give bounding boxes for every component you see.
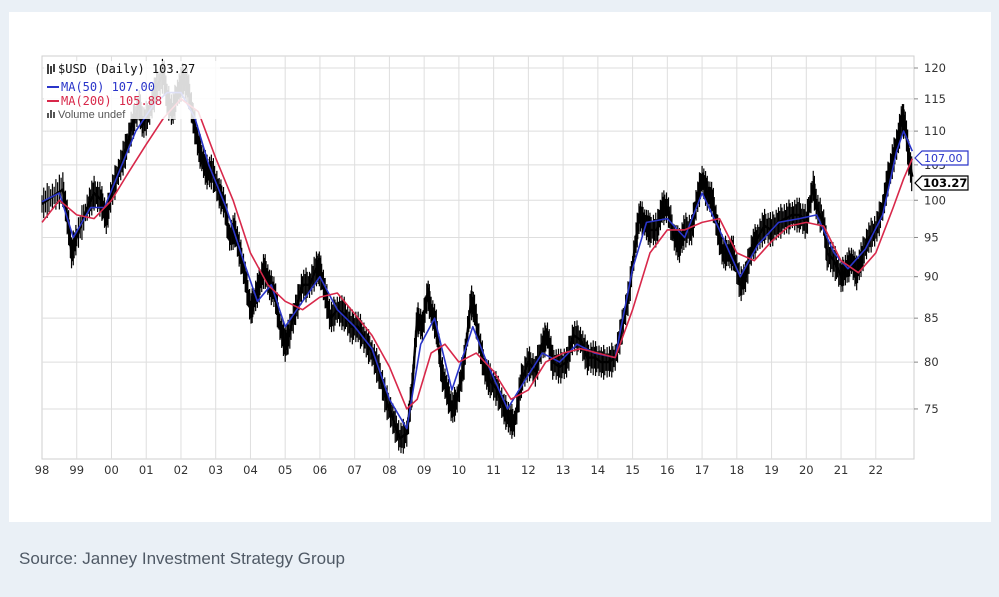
price-tag-text: 103.27 [923,176,967,190]
y-tick-label-120: 120 [924,61,946,75]
legend-background [44,61,220,119]
x-tick-label-20: 20 [799,463,814,477]
y-tick-label-115: 115 [924,92,946,106]
x-tick-label-02: 02 [174,463,189,477]
x-tick-label-03: 03 [208,463,223,477]
x-tick-label-98: 98 [35,463,50,477]
y-tick-label-90: 90 [924,270,939,284]
y-tick-label-75: 75 [924,402,939,416]
x-tick-label-99: 99 [69,463,84,477]
x-tick-label-11: 11 [486,463,501,477]
ma50-value-tag: 107.00 [914,150,969,166]
x-tick-label-16: 16 [660,463,675,477]
x-tick-label-07: 07 [347,463,362,477]
price-legend-icon [47,64,55,74]
ma50-tag-text: 107.00 [924,152,963,165]
x-tick-label-01: 01 [139,463,154,477]
x-tick-label-13: 13 [556,463,571,477]
x-tick-label-00: 00 [104,463,119,477]
x-tick-label-04: 04 [243,463,258,477]
price-value-tag: 103.27 [914,175,969,191]
y-tick-label-110: 110 [924,124,946,138]
source-note: Source: Janney Investment Strategy Group [19,549,346,568]
x-tick-label-22: 22 [868,463,883,477]
x-tick-label-15: 15 [625,463,640,477]
y-axis: 7580859095100105110115120 [914,61,946,416]
legend: $USD (Daily) 103.27 MA(50) 107.00 MA(200… [44,61,220,121]
x-tick-label-08: 08 [382,463,397,477]
y-tick-label-80: 80 [924,355,939,369]
y-tick-label-85: 85 [924,311,939,325]
x-tick-label-18: 18 [730,463,745,477]
x-tick-label-09: 09 [417,463,432,477]
volume-legend-icon [47,110,55,118]
plot-area [41,55,915,460]
x-tick-label-12: 12 [521,463,536,477]
legend-volume-label: Volume undef [58,109,126,121]
x-tick-label-10: 10 [452,463,467,477]
legend-price-label: $USD (Daily) 103.27 [58,62,195,76]
legend-ma50-label: MA(50) 107.00 [61,80,155,94]
x-tick-label-06: 06 [313,463,328,477]
x-tick-label-14: 14 [591,463,606,477]
x-tick-label-21: 21 [834,463,849,477]
x-axis: 98 99 00 01 02 03 04 05 06 07 08 09 10 11 12 13 14 15 16 17… [35,463,883,477]
y-tick-label-100: 100 [924,193,946,207]
x-tick-label-05: 05 [278,463,293,477]
grid [42,56,914,459]
legend-ma200-label: MA(200) 105.88 [61,94,162,108]
x-tick-label-17: 17 [695,463,710,477]
x-tick-label-19: 19 [764,463,779,477]
y-tick-label-95: 95 [924,230,939,244]
